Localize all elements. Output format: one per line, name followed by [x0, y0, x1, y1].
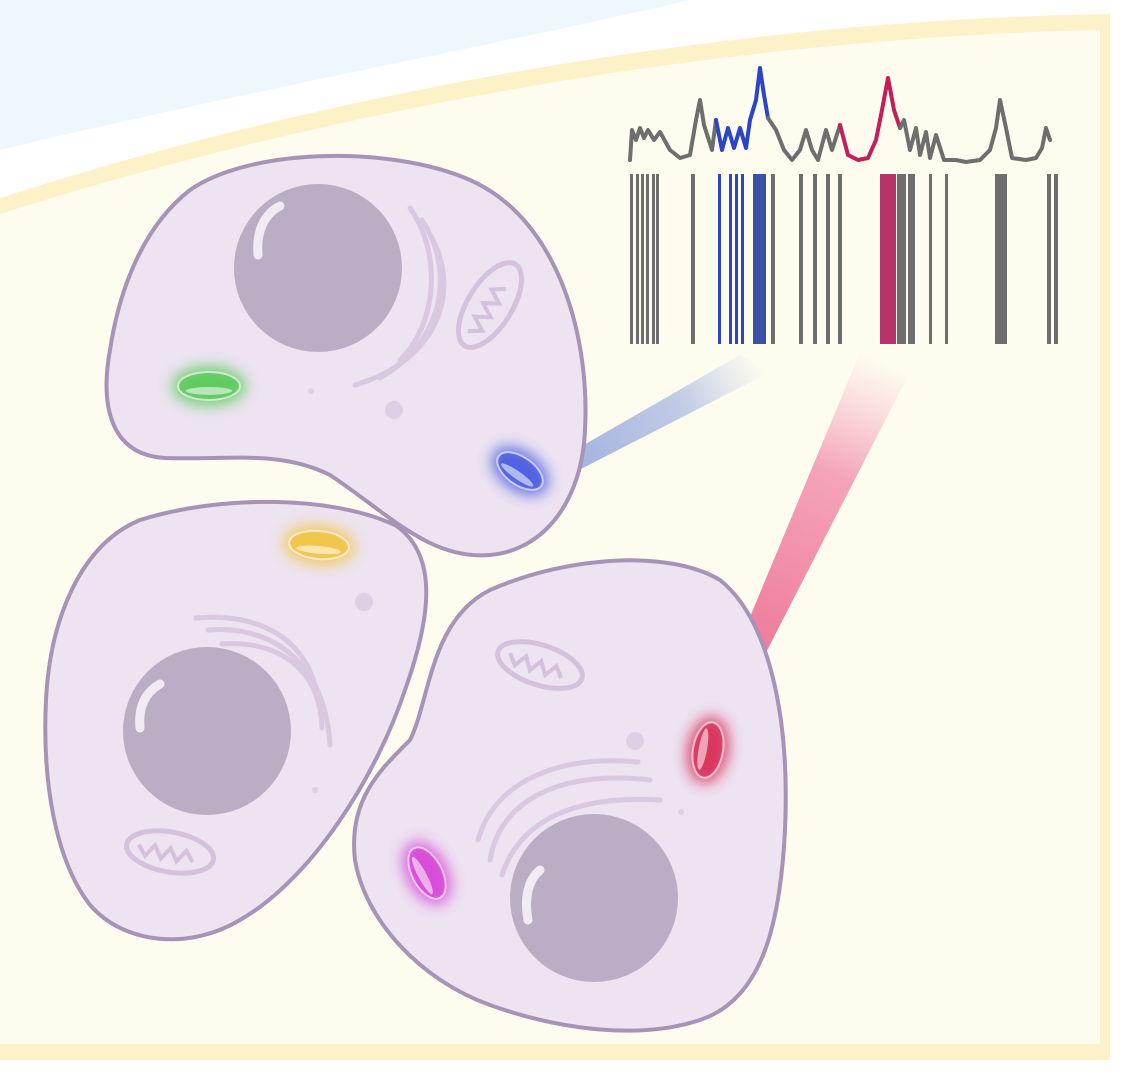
vesicle: [385, 401, 403, 419]
yellow-tag: [283, 524, 355, 566]
barcode-bar-gray: [771, 174, 775, 344]
barcode-bar-gray: [826, 174, 830, 344]
barcode-bar-gray: [641, 174, 644, 344]
spectral-barcode: [630, 174, 1058, 344]
vesicle: [355, 593, 373, 611]
barcode-bar-gray: [929, 174, 932, 344]
red-tag: [686, 716, 730, 784]
spectrum-segment-gray: [898, 98, 1052, 164]
cell-top-left: [104, 153, 588, 558]
barcode-bar-gray: [945, 174, 948, 344]
barcode-bar-pink: [880, 174, 896, 344]
nucleus: [234, 184, 402, 352]
cell-bottom-right: [352, 558, 788, 1033]
blue-tag: [491, 446, 549, 496]
barcode-bar-gray: [646, 174, 649, 344]
barcode-bar-gray: [636, 174, 639, 344]
barcode-bar-gray: [630, 174, 633, 344]
endoplasmic-reticulum: [475, 758, 663, 878]
barcode-bar-gray: [838, 174, 842, 344]
spectrum-segment-blue: [714, 66, 770, 152]
barcode-bar-gray: [995, 174, 1007, 344]
barcode-bar-gray: [652, 174, 655, 344]
nucleus-highlight: [135, 679, 165, 733]
barcode-bar-blue: [753, 174, 766, 344]
spectrum-segment-gray: [628, 98, 718, 162]
barcode-bar-gray: [656, 174, 659, 344]
fluorescent-tags: [172, 366, 730, 905]
barcode-bar-blue: [729, 174, 732, 344]
spectrum-segment-gray: [766, 116, 842, 162]
barcode-bar-blue: [741, 174, 744, 344]
mitochondrion: [455, 260, 525, 350]
barcode-bar-blue: [735, 174, 738, 344]
vesicle: [626, 732, 644, 750]
barcode-bar-gray: [908, 174, 915, 344]
cell-bottom-left: [43, 499, 429, 942]
spectrum-segment-pink: [838, 76, 902, 162]
barcode-bar-gray: [691, 174, 695, 344]
mitochondrion: [495, 639, 585, 691]
green-tag: [172, 366, 246, 406]
raman-spectrum: [628, 66, 1052, 164]
magenta-tag: [402, 841, 452, 905]
barcode-bar-blue: [718, 174, 721, 344]
nucleus: [123, 647, 291, 815]
endoplasmic-reticulum: [352, 205, 447, 388]
nucleus-highlight: [253, 201, 285, 260]
barcode-bar-gray: [813, 174, 817, 344]
blue-light-beam: [530, 355, 770, 486]
vesicle: [308, 388, 314, 394]
nucleus: [510, 814, 678, 982]
vesicle: [678, 809, 684, 815]
barcode-bar-gray: [1054, 174, 1058, 344]
barcode-bar-gray: [799, 174, 803, 344]
barcode-bar-gray: [897, 174, 906, 344]
mitochondrion: [124, 828, 216, 876]
barcode-bar-gray: [1047, 174, 1051, 344]
nucleus-highlight: [522, 865, 545, 925]
endoplasmic-reticulum: [193, 614, 333, 748]
vesicle: [312, 787, 318, 793]
